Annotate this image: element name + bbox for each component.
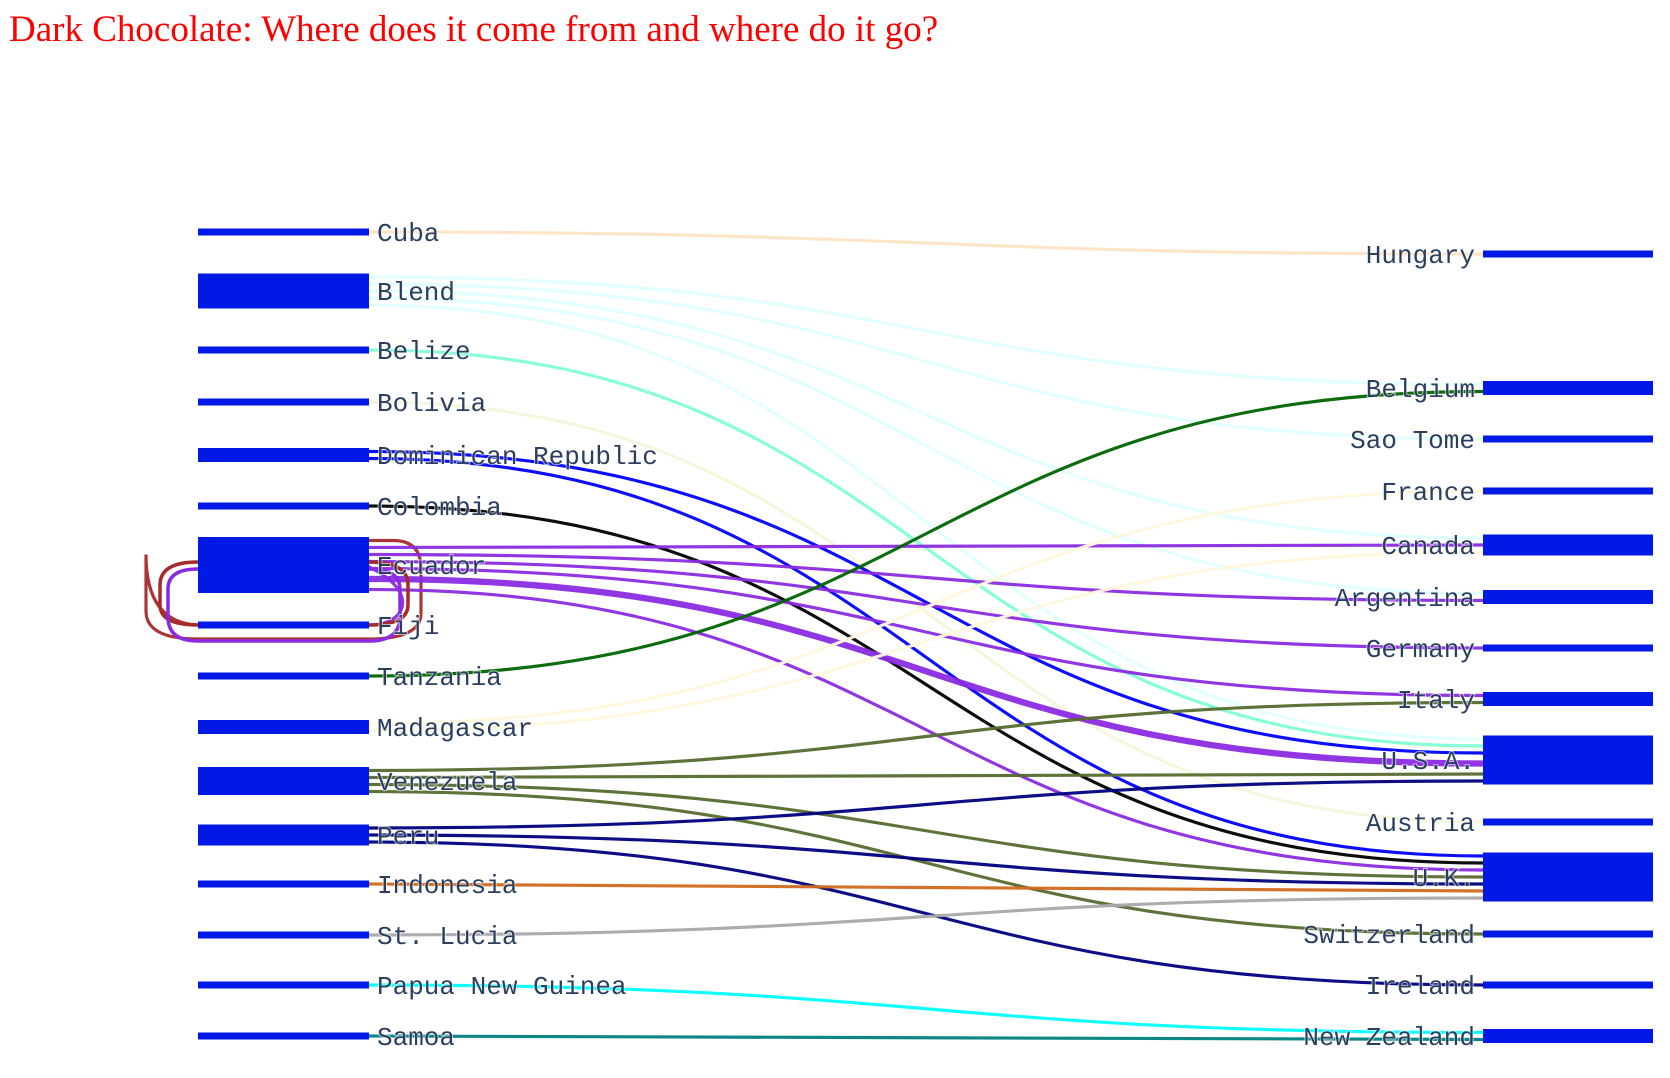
node-switzerland[interactable] bbox=[1483, 930, 1653, 938]
link-blend-to-belgium[interactable] bbox=[368, 275, 1484, 387]
node-label-cuba: Cuba bbox=[377, 219, 439, 249]
link-peru-to-u-k[interactable] bbox=[368, 833, 1484, 886]
node-label-venezuela: Venezuela bbox=[377, 768, 517, 798]
node-label-ecuador: Ecuador bbox=[377, 552, 486, 582]
link-blend-to-argentina[interactable] bbox=[368, 296, 1484, 596]
node-label-u-k: U.K. bbox=[1413, 864, 1475, 894]
node-label-colombia: Colombia bbox=[377, 493, 502, 523]
node-label-fiji: Fiji bbox=[377, 612, 439, 642]
node-belize[interactable] bbox=[198, 346, 369, 354]
node-colombia[interactable] bbox=[198, 502, 369, 510]
node-madagascar[interactable] bbox=[198, 720, 369, 734]
node-label-papua-new-guinea: Papua New Guinea bbox=[377, 972, 627, 1002]
node-label-switzerland: Switzerland bbox=[1303, 921, 1475, 951]
link-fiji-to-ecuador-loop[interactable] bbox=[166, 567, 402, 643]
link-ecuador-to-u-s-a[interactable] bbox=[368, 575, 1484, 767]
node-label-blend: Blend bbox=[377, 278, 455, 308]
node-label-madagascar: Madagascar bbox=[377, 714, 533, 744]
link-venezuela-to-italy[interactable] bbox=[368, 700, 1484, 773]
node-germany[interactable] bbox=[1483, 644, 1653, 652]
node-label-indonesia: Indonesia bbox=[377, 871, 517, 901]
node-label-tanzania: Tanzania bbox=[377, 663, 502, 693]
link-madagascar-to-france[interactable] bbox=[368, 489, 1484, 726]
link-st-lucia-to-u-k[interactable] bbox=[368, 896, 1484, 937]
link-tanzania-to-belgium[interactable] bbox=[368, 389, 1484, 678]
node-label-france: France bbox=[1381, 478, 1475, 508]
node-label-st-lucia: St. Lucia bbox=[377, 922, 517, 952]
link-venezuela-to-u-s-a[interactable] bbox=[368, 772, 1484, 780]
links-layer bbox=[144, 230, 1484, 1042]
node-label-canada: Canada bbox=[1381, 532, 1475, 562]
link-belize-to-u-s-a[interactable] bbox=[368, 348, 1484, 748]
link-ecuador-to-germany[interactable] bbox=[368, 559, 1484, 650]
link-indonesia-to-u-k[interactable] bbox=[368, 882, 1484, 893]
node-label-new-zealand: New Zealand bbox=[1303, 1023, 1475, 1053]
node-argentina[interactable] bbox=[1483, 590, 1653, 604]
node-u-k[interactable] bbox=[1483, 852, 1653, 902]
link-ecuador-to-fiji-loop[interactable] bbox=[158, 560, 410, 627]
node-belgium[interactable] bbox=[1483, 381, 1653, 395]
node-label-argentina: Argentina bbox=[1335, 584, 1475, 614]
labels-layer: Cuba Blend Belize Bolivia Dominican Republic… bbox=[376, 218, 1476, 1054]
chart-title: Dark Chocolate: Where does it come from … bbox=[9, 9, 939, 50]
link-blend-to-canada[interactable] bbox=[368, 289, 1484, 540]
node-indonesia[interactable] bbox=[198, 880, 369, 888]
link-peru-to-u-s-a[interactable] bbox=[368, 779, 1484, 830]
node-new-zealand[interactable] bbox=[1483, 1029, 1653, 1043]
node-ireland[interactable] bbox=[1483, 981, 1653, 989]
node-blend[interactable] bbox=[198, 273, 369, 309]
node-label-hungary: Hungary bbox=[1366, 241, 1475, 271]
link-dominican-republic-to-u-k[interactable] bbox=[368, 456, 1484, 858]
node-label-peru: Peru bbox=[377, 822, 439, 852]
node-st-lucia[interactable] bbox=[198, 931, 369, 939]
link-venezuela-to-u-k[interactable] bbox=[368, 782, 1484, 879]
node-france[interactable] bbox=[1483, 487, 1653, 495]
node-austria[interactable] bbox=[1483, 818, 1653, 826]
link-madagascar-to-canada[interactable] bbox=[368, 550, 1484, 733]
link-peru-to-ireland[interactable] bbox=[368, 840, 1484, 987]
node-label-italy: Italy bbox=[1397, 686, 1475, 716]
link-ecuador-to-u-k[interactable] bbox=[368, 587, 1484, 872]
node-bolivia[interactable] bbox=[198, 398, 369, 406]
node-label-austria: Austria bbox=[1366, 809, 1475, 839]
node-label-u-s-a: U.S.A. bbox=[1381, 747, 1475, 777]
node-label-ireland: Ireland bbox=[1366, 972, 1475, 1002]
node-samoa[interactable] bbox=[198, 1032, 369, 1040]
link-ecuador-to-fiji[interactable] bbox=[144, 538, 423, 641]
link-ecuador-to-argentina[interactable] bbox=[368, 552, 1484, 603]
link-venezuela-to-switzerland[interactable] bbox=[368, 789, 1484, 936]
node-peru[interactable] bbox=[198, 824, 369, 846]
node-label-belize: Belize bbox=[377, 337, 471, 367]
node-fiji[interactable] bbox=[198, 621, 369, 629]
node-venezuela[interactable] bbox=[198, 767, 369, 795]
node-label-samoa: Samoa bbox=[377, 1023, 455, 1053]
node-tanzania[interactable] bbox=[198, 672, 369, 680]
node-u-s-a[interactable] bbox=[1483, 735, 1653, 785]
node-cuba[interactable] bbox=[198, 228, 369, 236]
link-papua-new-guinea-to-new-zealand[interactable] bbox=[368, 983, 1484, 1035]
node-italy[interactable] bbox=[1483, 692, 1653, 706]
node-hungary[interactable] bbox=[1483, 250, 1653, 258]
link-cuba-to-hungary[interactable] bbox=[368, 230, 1484, 256]
link-ecuador-to-canada[interactable] bbox=[368, 543, 1484, 550]
node-label-bolivia: Bolivia bbox=[377, 389, 486, 419]
node-dominican-republic[interactable] bbox=[198, 448, 369, 462]
node-label-belgium: Belgium bbox=[1366, 375, 1475, 405]
link-dominican-republic-to-u-s-a[interactable] bbox=[368, 449, 1484, 755]
link-colombia-to-u-k[interactable] bbox=[368, 504, 1484, 865]
node-ecuador[interactable] bbox=[198, 537, 369, 593]
link-samoa-to-new-zealand[interactable] bbox=[368, 1034, 1484, 1042]
link-bolivia-to-austria[interactable] bbox=[368, 400, 1484, 824]
link-blend-to-u-s-a[interactable] bbox=[368, 303, 1484, 741]
node-label-germany: Germany bbox=[1366, 635, 1475, 665]
node-label-sao-tome: Sao Tome bbox=[1350, 426, 1475, 456]
link-blend-to-sao-tome[interactable] bbox=[368, 282, 1484, 441]
node-canada[interactable] bbox=[1483, 534, 1653, 556]
node-papua-new-guinea[interactable] bbox=[198, 981, 369, 989]
link-ecuador-to-italy[interactable] bbox=[368, 566, 1484, 698]
nodes-layer bbox=[198, 228, 1653, 1043]
node-label-dominican-republic: Dominican Republic bbox=[377, 442, 658, 472]
node-sao-tome[interactable] bbox=[1483, 435, 1653, 443]
